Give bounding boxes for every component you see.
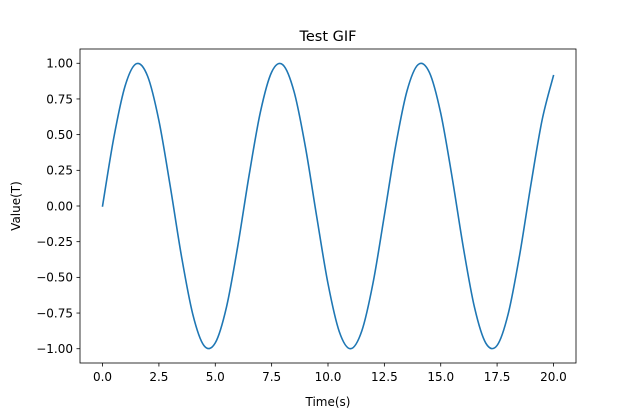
x-tick-label: 15.0 — [427, 370, 454, 384]
y-tick-label: −0.25 — [36, 235, 73, 249]
x-tick-label: 17.5 — [484, 370, 511, 384]
x-tick-label: 12.5 — [371, 370, 398, 384]
y-tick-label: 0.00 — [46, 199, 73, 213]
x-tick-label: 10.0 — [315, 370, 342, 384]
x-tick-label: 7.5 — [262, 370, 281, 384]
y-tick-label: 0.75 — [46, 92, 73, 106]
x-axis-label: Time(s) — [305, 395, 351, 409]
y-tick-label: 0.50 — [46, 128, 73, 142]
x-axis: 0.0 2.5 5.0 7.5 10.0 12.5 15.0 17.5 20.0 — [93, 363, 567, 384]
y-tick-label: −0.75 — [36, 306, 73, 320]
series-layer — [101, 62, 555, 350]
chart-title: Test GIF — [298, 29, 356, 45]
y-axis: −1.00 −0.75 −0.50 −0.25 0.00 0.25 0.50 0.75 1.00 — [36, 57, 80, 356]
plot-frame — [79, 48, 577, 364]
y-axis-label: Value(T) — [9, 181, 23, 231]
y-tick-label: −0.50 — [36, 271, 73, 285]
x-tick-label: 5.0 — [206, 370, 225, 384]
series-line — [101, 62, 555, 350]
x-tick-label: 2.5 — [149, 370, 168, 384]
x-tick-label: 0.0 — [93, 370, 112, 384]
x-tick-label: 20.0 — [540, 370, 567, 384]
y-tick-label: −1.00 — [36, 342, 73, 356]
y-tick-label: 1.00 — [46, 57, 73, 71]
y-tick-label: 0.25 — [46, 164, 73, 178]
